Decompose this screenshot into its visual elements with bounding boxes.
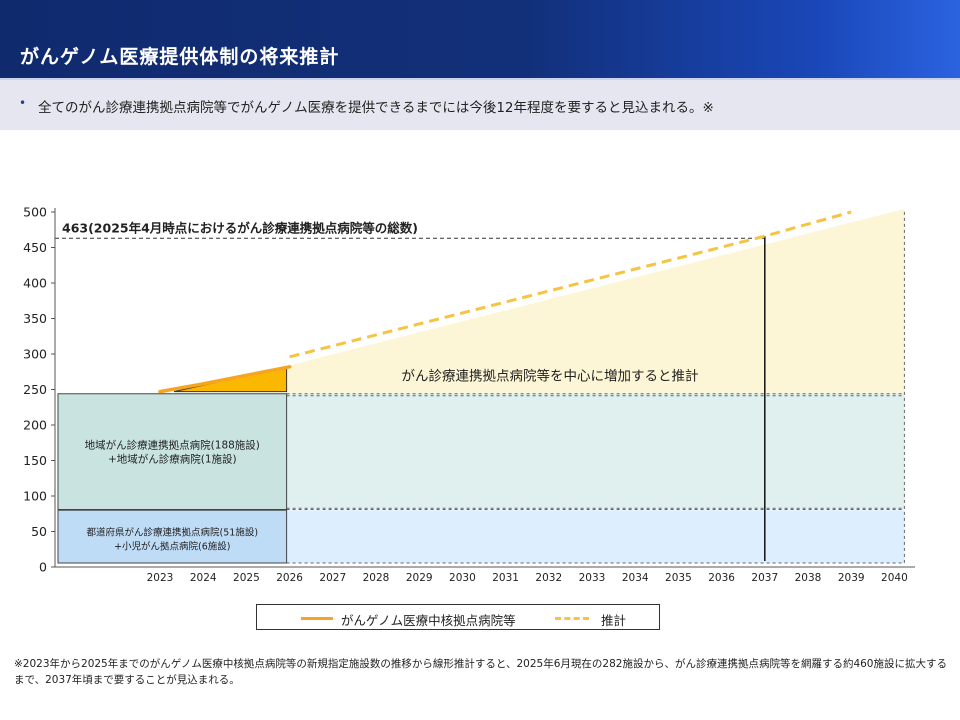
growth-area [286,208,905,394]
page-title: がんゲノム医療提供体制の将来推計 [20,46,340,68]
x-tick-label: 2029 [406,572,433,584]
x-tick-label: 2040 [881,572,908,584]
summary-text: 全てのがん診療連携拠点病院等でがんゲノム医療を提供できるまでには今後12年程度を… [38,100,714,116]
y-tick-label: 200 [23,418,47,433]
regional-hospitals-box [57,393,288,510]
x-tick-label: 2035 [665,572,692,584]
legend-label-actual: がんゲノム医療中核拠点病院等 [341,613,516,628]
projection-chart: 0 50 100 150 200 250 300 350 400 450 500 2023 2024 20… [23,205,915,584]
forecast-series-line [289,210,852,359]
x-tick-label: 2033 [579,572,606,584]
x-tick-label: 2028 [363,572,390,584]
x-tick-label: 2036 [708,572,735,584]
header-divider [0,78,960,80]
y-tick-label: 150 [23,453,47,468]
summary-band [0,80,960,130]
x-tick-label: 2037 [751,572,778,584]
growth-label: がん診療連携拠点病院等を中心に増加すると推計 [402,367,699,384]
prefectural-hospitals-box [57,509,288,564]
x-tick-label: 2031 [492,572,519,584]
regional-band-fill [286,393,905,510]
footnote: ※2023年から2025年までのがんゲノム医療中核拠点病院等の新規指定施設数の推… [14,656,954,688]
prefectural-band-fill [286,510,905,563]
band-label-line2: +地域がん診療病院(1施設) [108,453,237,466]
y-tick-label: 400 [23,276,47,291]
y-tick-label: 0 [39,560,47,575]
x-tick-label: 2038 [795,572,822,584]
header-bar [0,0,960,80]
reference-line-label: 463(2025年4月時点におけるがん診療連携拠点病院等の総数) [62,220,418,235]
x-tick-label: 2034 [622,572,649,584]
y-tick-label: 50 [31,524,47,539]
x-tick-label: 2026 [276,572,303,584]
legend-solid-swatch [301,617,333,620]
y-tick-label: 450 [23,240,47,255]
y-tick-label: 100 [23,489,47,504]
legend-label-forecast: 推計 [601,613,627,628]
y-tick-label: 300 [23,347,47,362]
x-tick-label: 2039 [838,572,865,584]
band-label-line2: +小児がん拠点病院(6施設) [114,541,230,553]
x-tick-label: 2023 [147,572,174,584]
footnote-line-1: ※2023年から2025年までのがんゲノム医療中核拠点病院等の新規指定施設数の推… [14,658,947,670]
legend-dashed-swatch [555,617,589,620]
footnote-line-2: まで、2037年頃まで要することが見込まれる。 [14,674,240,686]
x-tick-label: 2024 [190,572,217,584]
y-tick-label: 500 [23,205,47,220]
x-tick-label: 2027 [319,572,346,584]
y-tick-label: 250 [23,382,47,397]
bullet-dot-icon: • [19,96,27,110]
band-label-line1: 都道府県がん診療連携拠点病院(51施設) [87,527,259,539]
x-tick-label: 2032 [535,572,562,584]
x-tick-label: 2025 [233,572,260,584]
actual-series-line [158,365,292,394]
chart-legend: がんゲノム医療中核拠点病院等 推計 [256,604,660,630]
y-tick-label: 350 [23,311,47,326]
band-label-line1: 地域がん診療連携拠点病院(188施設) [85,439,260,452]
x-tick-label: 2030 [449,572,476,584]
